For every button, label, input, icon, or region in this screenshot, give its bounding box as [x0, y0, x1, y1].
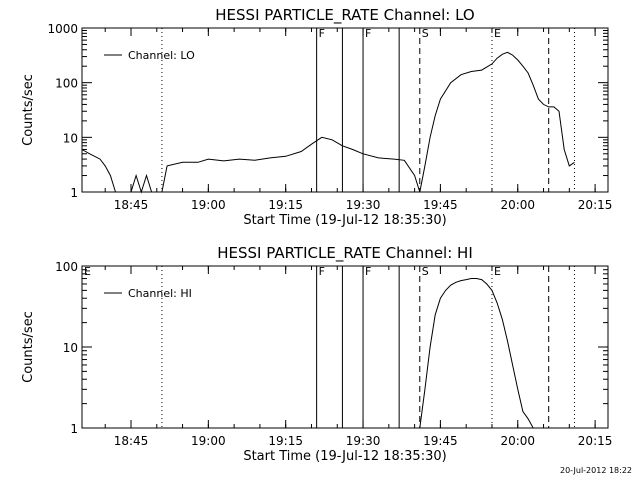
- marker-label: F: [365, 265, 371, 278]
- y-axis-label: Counts/sec: [21, 74, 36, 146]
- x-tick-label: 19:15: [268, 434, 303, 448]
- x-tick-label: 18:45: [114, 198, 149, 212]
- chart-title: HESSI PARTICLE_RATE Channel: LO: [215, 6, 474, 25]
- y-tick-label: 100: [55, 260, 78, 274]
- timestamp: 20-Jul-2012 18:22: [560, 466, 633, 475]
- y-tick-label: 10: [63, 341, 78, 355]
- marker-label: F: [365, 27, 371, 40]
- plot-frame: [81, 27, 609, 193]
- chart-panel-1: HESSI PARTICLE_RATE Channel: LO Counts/se…: [21, 6, 612, 228]
- marker-label: F: [319, 27, 325, 40]
- marker-label: E: [84, 265, 91, 278]
- marker-label: S: [422, 265, 429, 278]
- legend-label: Channel: LO: [128, 49, 195, 62]
- x-tick-label: 19:15: [268, 198, 303, 212]
- marker-label: E: [494, 27, 501, 40]
- x-axis-label: Start Time (19-Jul-12 18:35:30): [243, 449, 446, 464]
- y-axis-label: Counts/sec: [21, 311, 36, 383]
- marker-label: S: [422, 27, 429, 40]
- x-tick-label: 19:30: [346, 198, 381, 212]
- x-tick-label: 18:45: [114, 434, 149, 448]
- legend-label: Channel: HI: [128, 287, 192, 300]
- x-tick-label: 19:45: [423, 198, 458, 212]
- y-tick-label: 1: [70, 422, 78, 436]
- x-axis-label: Start Time (19-Jul-12 18:35:30): [243, 213, 446, 228]
- chart-title: HESSI PARTICLE_RATE Channel: HI: [217, 244, 473, 263]
- x-tick-label: 19:00: [191, 198, 226, 212]
- marker-label: E: [494, 265, 501, 278]
- x-tick-label: 19:00: [191, 434, 226, 448]
- chart-panel-2: HESSI PARTICLE_RATE Channel: HI Counts/se…: [21, 244, 612, 464]
- x-tick-label: 19:30: [346, 434, 381, 448]
- y-tick-label: 10: [63, 131, 78, 145]
- x-tick-label: 20:15: [578, 198, 613, 212]
- series-line: [81, 51, 575, 194]
- series-line: [419, 278, 534, 429]
- marker-label: F: [319, 265, 325, 278]
- x-tick-label: 20:00: [500, 434, 535, 448]
- y-tick-label: 1: [70, 186, 78, 200]
- y-tick-label: 100: [55, 77, 78, 91]
- x-tick-label: 19:45: [423, 434, 458, 448]
- x-tick-label: 20:00: [500, 198, 535, 212]
- y-tick-label: 1000: [47, 22, 78, 36]
- x-tick-label: 20:15: [578, 434, 613, 448]
